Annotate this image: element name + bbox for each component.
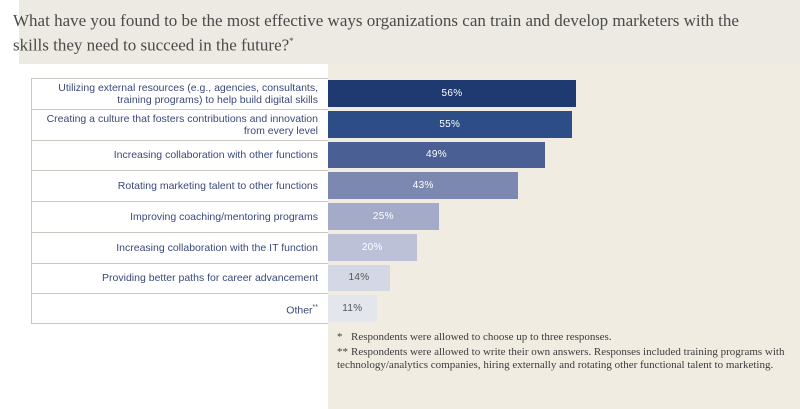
category-label: Creating a culture that fosters contribu… xyxy=(32,110,318,140)
row-divider xyxy=(31,232,328,233)
row-divider xyxy=(31,170,328,171)
category-label: Rotating marketing talent to other funct… xyxy=(32,171,318,201)
row-divider xyxy=(31,293,328,294)
footnote-2-text: Respondents were allowed to write their … xyxy=(337,346,785,371)
category-label-text: Creating a culture that fosters contribu… xyxy=(46,112,318,137)
bar-value-label: 49% xyxy=(426,149,447,161)
bar-value-label: 11% xyxy=(342,303,363,315)
title-footnote-mark: * xyxy=(289,36,294,46)
title-bar xyxy=(19,0,800,64)
bar: 49% xyxy=(328,141,545,169)
bar-value-label: 20% xyxy=(361,241,383,253)
category-footnote-mark: ** xyxy=(312,303,318,311)
bar-value-label: 25% xyxy=(372,210,394,222)
category-label: Increasing collaboration with the IT fun… xyxy=(32,233,318,263)
footnote-1-text: Respondents were allowed to choose up to… xyxy=(351,331,612,343)
footnote-1-mark: * xyxy=(337,331,343,343)
bar: 14% xyxy=(328,264,390,292)
category-label: Other** xyxy=(32,294,318,324)
row-divider xyxy=(31,201,328,202)
bar: 25% xyxy=(328,203,439,230)
category-label-text: Rotating marketing talent to other funct… xyxy=(117,180,318,193)
chart-title: What have you found to be the most effec… xyxy=(13,11,753,56)
bar-value-label: 14% xyxy=(348,272,370,284)
bar: 20% xyxy=(328,233,417,261)
category-label-text: Providing better paths for career advanc… xyxy=(102,272,318,285)
bar: 55% xyxy=(328,110,572,138)
category-label-text: Utilizing external resources (e.g., agen… xyxy=(58,81,318,106)
bar-value-label: 55% xyxy=(439,118,461,130)
bar: 56% xyxy=(328,80,576,107)
row-divider xyxy=(31,109,328,110)
category-label-text: Increasing collaboration with other func… xyxy=(113,149,318,162)
category-label: Improving coaching/mentoring programs xyxy=(32,202,318,232)
category-label-text: Other** xyxy=(286,303,318,317)
category-label: Utilizing external resources (e.g., agen… xyxy=(32,79,318,109)
chart-title-text: What have you found to be the most effec… xyxy=(13,11,739,55)
category-label-text: Improving coaching/mentoring programs xyxy=(130,210,318,223)
footnote-2-mark: ** xyxy=(337,346,348,358)
category-label-text: Increasing collaboration with the IT fun… xyxy=(116,241,318,254)
bar-value-label: 56% xyxy=(441,87,463,99)
footnote-2: ** Respondents were allowed to write thei… xyxy=(337,346,787,372)
bar: 11% xyxy=(328,295,377,322)
row-divider xyxy=(31,263,328,264)
footnote-1: * Respondents were allowed to choose up t… xyxy=(337,331,787,344)
bar-value-label: 43% xyxy=(412,180,434,192)
bar: 43% xyxy=(328,172,519,199)
category-label: Increasing collaboration with other func… xyxy=(32,141,318,171)
row-divider xyxy=(31,140,328,141)
category-label: Providing better paths for career advanc… xyxy=(32,264,318,294)
